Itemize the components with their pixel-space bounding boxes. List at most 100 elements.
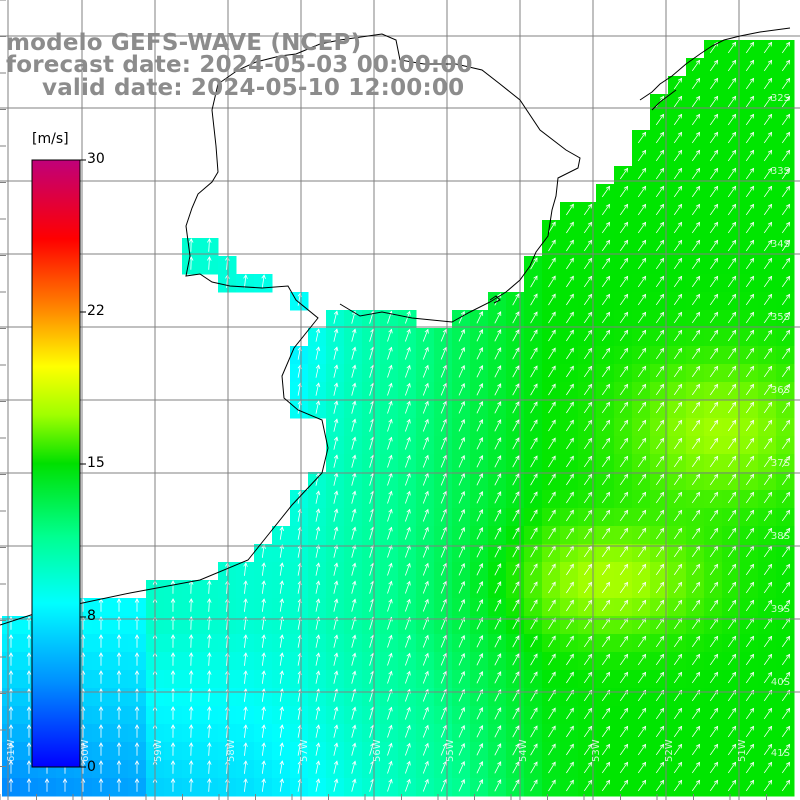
wind-arrow — [637, 132, 646, 144]
wind-arrow — [404, 527, 411, 540]
wind-arrow — [745, 420, 754, 432]
wind-arrow — [440, 599, 447, 612]
wind-arrow — [673, 132, 682, 144]
wind-arrow — [566, 240, 574, 252]
wind-arrow — [351, 419, 356, 432]
wind-arrow-head — [731, 455, 737, 461]
wind-arrow-head — [659, 635, 665, 641]
wind-arrow — [727, 294, 736, 306]
wind-arrow — [333, 563, 338, 576]
wind-arrow-head — [569, 347, 574, 353]
wind-arrow — [404, 509, 411, 522]
wind-arrow — [530, 743, 538, 756]
wind-arrow-head — [533, 707, 538, 713]
wind-arrow — [619, 330, 628, 342]
wind-arrow-head — [641, 527, 647, 533]
wind-arrow — [315, 383, 320, 396]
wind-arrow — [637, 240, 646, 252]
wind-arrow-head — [551, 437, 556, 443]
wind-arrow-head — [659, 347, 665, 353]
wind-arrow — [601, 204, 610, 216]
wind-arrow — [583, 420, 592, 432]
wind-arrow-head — [352, 706, 357, 712]
wind-arrow-head — [460, 706, 465, 712]
wind-arrow-head — [659, 365, 665, 371]
wind-arrow — [583, 294, 592, 306]
wind-arrow — [619, 528, 628, 540]
wind-arrow — [763, 402, 772, 414]
wind-arrow — [351, 329, 356, 342]
wind-arrow-head — [243, 274, 248, 279]
lagoon-shore — [651, 89, 677, 111]
wind-arrow — [709, 204, 718, 216]
wind-arrow-head — [767, 617, 773, 623]
wind-arrow-head — [515, 473, 520, 478]
wind-arrow-head — [695, 329, 701, 335]
wind-arrow — [333, 743, 338, 756]
lon-label: 52W — [664, 739, 675, 762]
wind-arrow-head — [569, 203, 574, 209]
wind-arrow-head — [406, 562, 411, 568]
wind-arrow — [512, 401, 520, 414]
wind-arrow-head — [98, 652, 104, 657]
wind-arrow-head — [569, 239, 574, 245]
wind-arrow — [512, 329, 520, 342]
wind-arrow — [691, 600, 700, 612]
wind-arrow-head — [749, 671, 755, 677]
wind-arrow — [279, 545, 283, 558]
wind-arrow-head — [460, 490, 465, 496]
wind-arrow — [601, 618, 610, 630]
wind-arrow — [583, 204, 592, 216]
wind-arrow — [637, 402, 646, 414]
wind-arrow-head — [551, 671, 556, 677]
wind-arrow-head — [623, 401, 629, 407]
wind-arrow — [476, 671, 483, 684]
wind-arrow — [494, 473, 502, 486]
valid-date: valid date: 2024-05-10 12:00:00 — [42, 75, 465, 101]
wind-arrow-head — [659, 419, 665, 425]
wind-arrow-head — [478, 635, 484, 640]
wind-arrow-head — [515, 329, 520, 334]
wind-arrow-head — [749, 419, 755, 425]
wind-arrow-head — [731, 95, 737, 101]
wind-arrow-head — [677, 167, 683, 173]
wind-arrow — [387, 671, 392, 684]
wind-arrow-head — [551, 563, 556, 569]
wind-arrow-head — [767, 761, 773, 767]
wind-arrow-head — [279, 742, 284, 748]
wind-arrow-head — [515, 689, 520, 694]
wind-arrow-head — [605, 671, 611, 677]
wind-arrow — [548, 707, 556, 720]
wind-arrow-head — [515, 563, 520, 568]
wind-arrow — [530, 365, 538, 378]
wind-arrow-head — [587, 761, 593, 767]
wind-arrow — [763, 420, 772, 432]
wind-arrow-head — [333, 400, 339, 406]
wind-arrow-head — [551, 617, 556, 623]
wind-arrow-head — [731, 599, 737, 605]
wind-arrow — [781, 330, 790, 342]
wind-arrow — [440, 419, 447, 432]
wind-arrow — [781, 726, 790, 738]
wind-arrow-head — [352, 724, 357, 730]
wind-arrow-head — [388, 526, 393, 532]
wind-arrow — [691, 456, 700, 468]
wind-arrow-head — [785, 77, 791, 83]
wind-arrow — [727, 672, 736, 684]
wind-arrow — [404, 473, 411, 486]
wind-arrow-head — [134, 742, 140, 747]
wind-arrow — [637, 438, 646, 450]
wind-arrow-head — [749, 761, 755, 767]
wind-arrow-head — [731, 419, 737, 425]
wind-arrow — [691, 150, 700, 162]
wind-arrow-head — [677, 707, 683, 713]
wind-arrow-head — [641, 671, 647, 677]
wind-arrow — [673, 78, 682, 90]
wind-arrow — [727, 240, 736, 252]
wind-arrow-head — [261, 598, 266, 603]
wind-arrow-head — [497, 293, 502, 298]
wind-arrow — [333, 509, 338, 522]
wind-arrow — [351, 347, 356, 360]
wind-arrow-head — [713, 419, 719, 425]
wind-arrow — [315, 707, 320, 720]
